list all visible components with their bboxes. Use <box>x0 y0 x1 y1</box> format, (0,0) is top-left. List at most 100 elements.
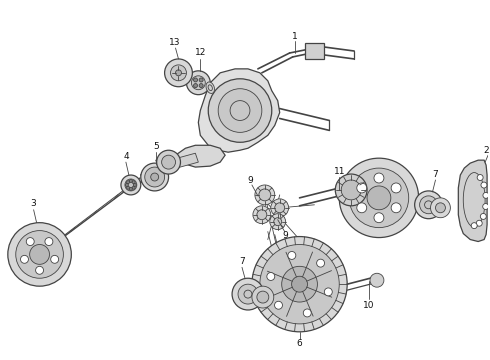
Circle shape <box>175 70 181 76</box>
Text: 4: 4 <box>123 152 129 161</box>
Text: 2: 2 <box>483 146 489 155</box>
Circle shape <box>341 180 361 200</box>
Circle shape <box>357 183 367 193</box>
Circle shape <box>126 186 129 189</box>
Circle shape <box>232 278 264 310</box>
Polygon shape <box>163 153 198 171</box>
Circle shape <box>238 284 258 304</box>
Circle shape <box>303 309 311 317</box>
Text: 9: 9 <box>283 231 289 240</box>
Circle shape <box>165 59 193 87</box>
Circle shape <box>162 155 175 169</box>
Circle shape <box>370 273 384 287</box>
Circle shape <box>199 84 203 87</box>
Circle shape <box>260 244 339 324</box>
Circle shape <box>317 259 324 267</box>
Circle shape <box>415 191 442 219</box>
Circle shape <box>50 255 59 263</box>
Circle shape <box>419 196 438 214</box>
Circle shape <box>391 183 401 193</box>
Circle shape <box>271 199 289 217</box>
Circle shape <box>483 203 489 210</box>
Circle shape <box>270 214 286 230</box>
Text: 5: 5 <box>153 142 159 151</box>
Circle shape <box>186 71 210 95</box>
Circle shape <box>126 181 129 184</box>
Circle shape <box>133 184 136 186</box>
Circle shape <box>253 206 271 224</box>
Circle shape <box>141 163 169 191</box>
Circle shape <box>257 291 269 303</box>
Circle shape <box>436 203 445 213</box>
Circle shape <box>324 288 332 296</box>
Text: 12: 12 <box>195 49 206 58</box>
Circle shape <box>45 238 53 246</box>
Circle shape <box>26 238 34 246</box>
Circle shape <box>8 223 72 286</box>
Circle shape <box>194 84 197 87</box>
Circle shape <box>194 78 197 82</box>
Ellipse shape <box>206 82 215 94</box>
Circle shape <box>391 203 401 213</box>
Circle shape <box>132 181 135 184</box>
Circle shape <box>259 189 271 201</box>
Circle shape <box>252 286 274 308</box>
Text: 9: 9 <box>247 176 253 185</box>
Circle shape <box>477 175 483 180</box>
Circle shape <box>274 301 282 309</box>
Polygon shape <box>458 160 487 242</box>
Circle shape <box>357 203 367 213</box>
Circle shape <box>480 213 486 219</box>
Circle shape <box>125 179 137 191</box>
Text: 11: 11 <box>334 167 345 176</box>
Circle shape <box>21 255 28 263</box>
Circle shape <box>132 186 135 189</box>
Text: 10: 10 <box>363 301 375 310</box>
Polygon shape <box>198 69 280 152</box>
Circle shape <box>252 237 347 332</box>
Text: 13: 13 <box>169 37 180 46</box>
Text: 7: 7 <box>433 170 439 179</box>
Circle shape <box>476 220 482 226</box>
Circle shape <box>129 188 132 190</box>
Text: 6: 6 <box>296 339 302 348</box>
Circle shape <box>274 218 282 226</box>
Circle shape <box>349 168 409 228</box>
Circle shape <box>267 273 275 280</box>
Text: 1: 1 <box>292 32 297 41</box>
Circle shape <box>288 252 296 260</box>
Circle shape <box>483 192 489 198</box>
Text: 3: 3 <box>31 199 36 208</box>
Circle shape <box>335 174 367 206</box>
Circle shape <box>367 186 391 210</box>
Circle shape <box>145 167 165 187</box>
Circle shape <box>16 231 63 278</box>
Circle shape <box>471 223 477 229</box>
Text: 7: 7 <box>239 257 245 266</box>
Circle shape <box>125 184 128 186</box>
Circle shape <box>374 173 384 183</box>
Circle shape <box>275 203 285 213</box>
Circle shape <box>129 180 132 183</box>
Circle shape <box>121 175 141 195</box>
Circle shape <box>282 266 318 302</box>
Circle shape <box>374 213 384 223</box>
Circle shape <box>171 65 186 81</box>
Circle shape <box>199 78 203 82</box>
Circle shape <box>255 185 275 205</box>
Circle shape <box>36 266 44 274</box>
Circle shape <box>192 76 205 90</box>
Circle shape <box>157 150 180 174</box>
Circle shape <box>431 198 450 218</box>
Circle shape <box>339 158 418 238</box>
Circle shape <box>30 244 49 264</box>
Circle shape <box>208 79 272 142</box>
Circle shape <box>292 276 308 292</box>
Polygon shape <box>304 43 324 59</box>
Circle shape <box>151 173 159 181</box>
Circle shape <box>481 182 487 188</box>
Circle shape <box>218 89 262 132</box>
Polygon shape <box>175 145 225 167</box>
Circle shape <box>257 210 267 220</box>
Polygon shape <box>156 155 175 168</box>
